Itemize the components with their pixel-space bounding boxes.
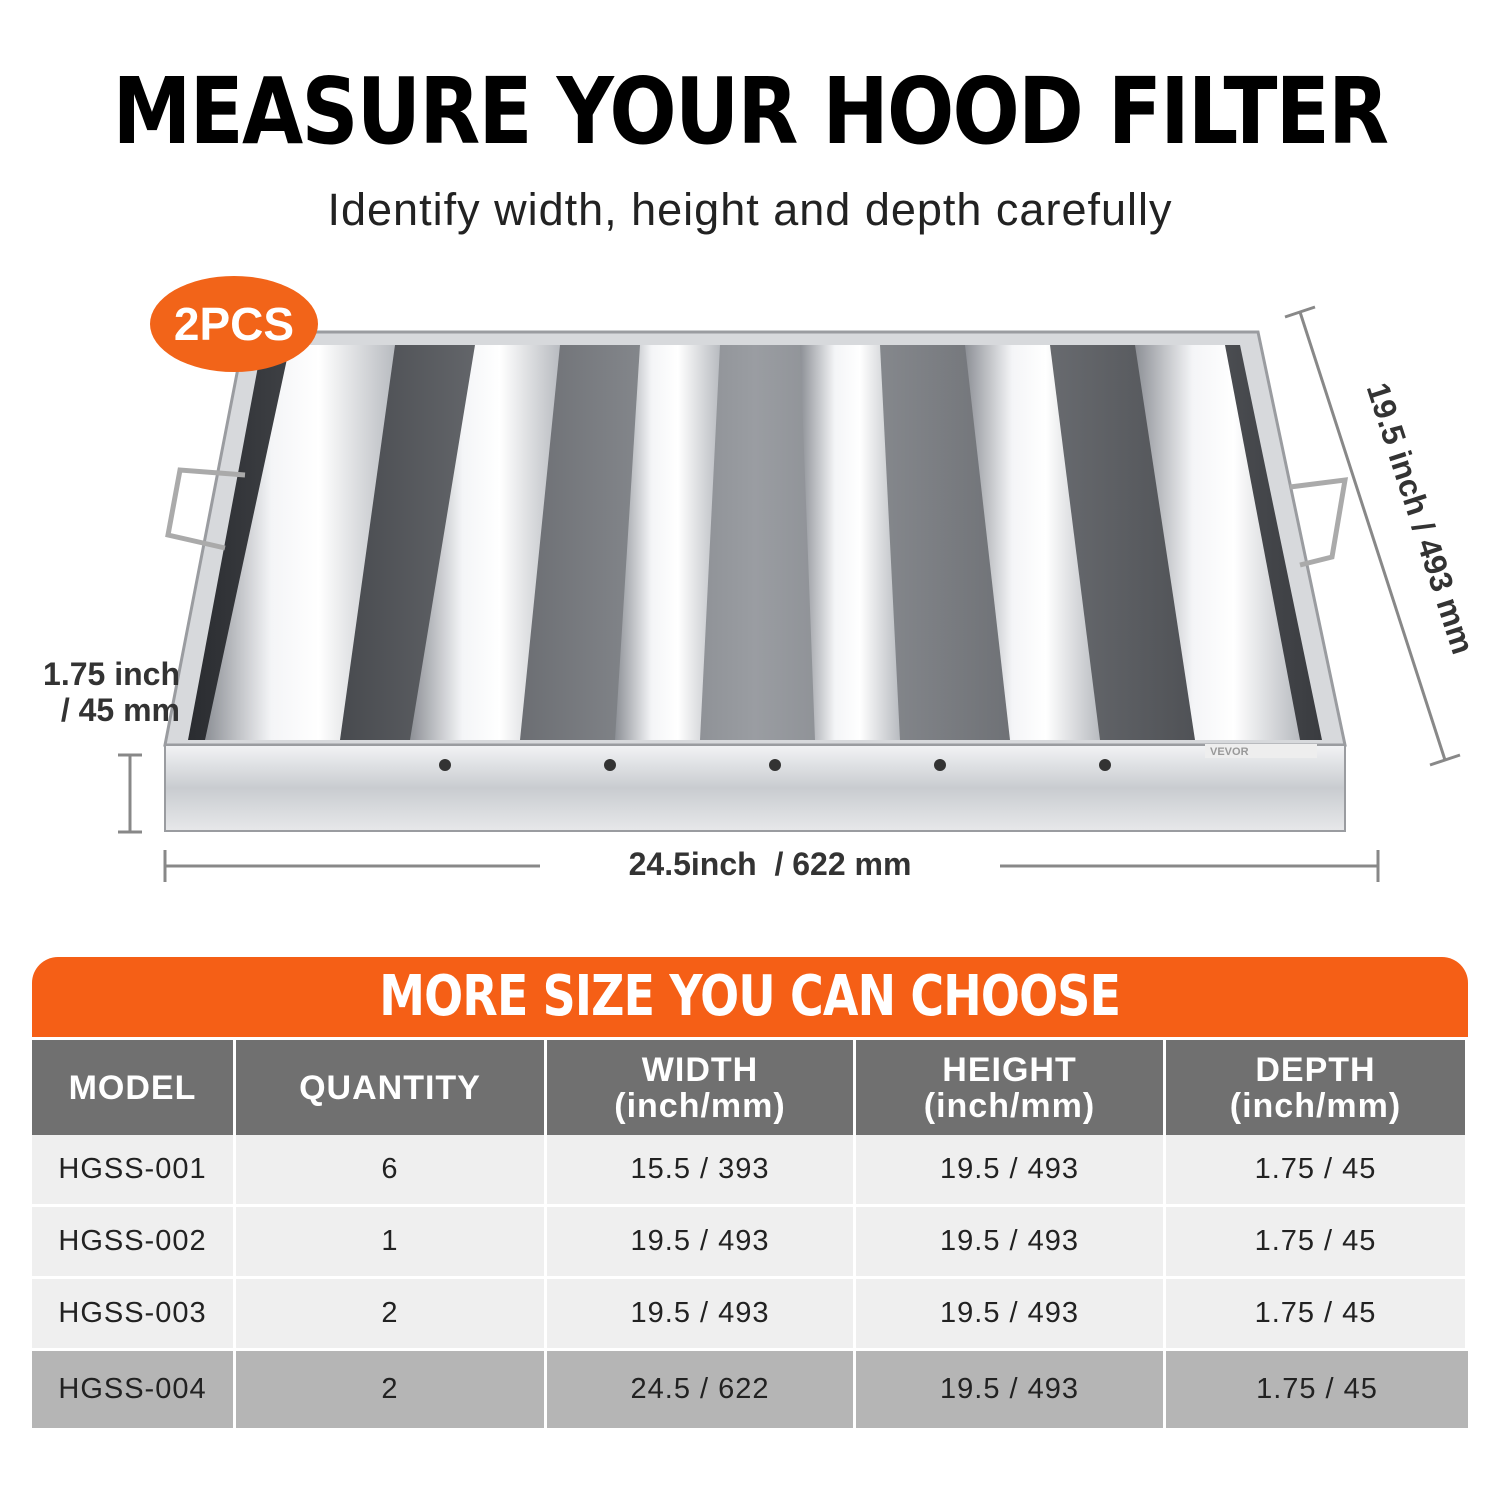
column-header-label: QUANTITY <box>299 1068 481 1107</box>
drain-holes <box>439 759 1111 771</box>
table-cell: 19.5 / 493 <box>547 1207 856 1279</box>
right-handle <box>1289 477 1349 568</box>
table-cell: 1 <box>236 1207 547 1279</box>
left-handle <box>165 467 246 551</box>
filter-front-face <box>164 744 1346 832</box>
table-cell: 1.75 / 45 <box>1166 1351 1468 1428</box>
hood-filter-illustration: VEVOR <box>118 305 1461 882</box>
table-cell: HGSS-003 <box>32 1279 236 1351</box>
depth-inch: 1.75 inch <box>43 656 180 692</box>
dimension-lines <box>118 305 1461 882</box>
table-cell: 19.5 / 493 <box>856 1351 1166 1428</box>
size-table: MORE SIZE YOU CAN CHOOSE MODEL QUANTITY WI… <box>32 957 1468 1428</box>
depth-dimension: 1.75 inch / 45 mm <box>28 656 180 728</box>
column-header-unit: (inch/mm) <box>923 1086 1096 1125</box>
column-header: QUANTITY <box>236 1040 547 1135</box>
table-cell: 19.5 / 493 <box>547 1279 856 1351</box>
column-header-unit: (inch/mm) <box>1229 1086 1402 1125</box>
table-cell: 24.5 / 622 <box>547 1351 856 1428</box>
table-cell: 19.5 / 493 <box>856 1279 1166 1351</box>
size-table-grid: MODEL QUANTITY WIDTH (inch/mm) HEIGHT (inch/m… <box>32 1040 1468 1428</box>
column-header-label: DEPTH <box>1255 1050 1376 1089</box>
filter-baffles <box>205 345 1300 740</box>
depth-mm: / 45 mm <box>60 692 180 728</box>
page-title: MEASURE YOUR HOOD FILTER <box>112 58 1389 165</box>
column-header: MODEL <box>32 1040 236 1135</box>
column-header-label: WIDTH <box>641 1050 759 1089</box>
brand-label: VEVOR <box>1210 746 1249 758</box>
table-cell: 2 <box>236 1279 547 1351</box>
width-dimension: 24.5inch / 622 mm <box>628 846 912 882</box>
column-header: DEPTH (inch/mm) <box>1166 1040 1468 1135</box>
column-header-unit: (inch/mm) <box>614 1086 786 1125</box>
table-cell: 1.75 / 45 <box>1166 1207 1468 1279</box>
table-cell: HGSS-004 <box>32 1351 236 1428</box>
table-cell: 15.5 / 393 <box>547 1135 856 1207</box>
page-subtitle: Identify width, height and depth careful… <box>327 184 1173 235</box>
column-header: WIDTH (inch/mm) <box>547 1040 856 1135</box>
table-cell: 1.75 / 45 <box>1166 1135 1468 1207</box>
quantity-badge: 2PCS <box>150 276 318 372</box>
table-cell: HGSS-001 <box>32 1135 236 1207</box>
table-cell: 2 <box>236 1351 547 1428</box>
column-header-label: MODEL <box>68 1068 197 1107</box>
table-cell: 19.5 / 493 <box>856 1207 1166 1279</box>
column-header-label: HEIGHT <box>942 1050 1077 1089</box>
table-cell: 1.75 / 45 <box>1166 1279 1468 1351</box>
table-cell: 6 <box>236 1135 547 1207</box>
table-cell: HGSS-002 <box>32 1207 236 1279</box>
column-header: HEIGHT (inch/mm) <box>856 1040 1166 1135</box>
size-table-title: MORE SIZE YOU CAN CHOOSE <box>32 957 1468 1037</box>
table-cell: 19.5 / 493 <box>856 1135 1166 1207</box>
